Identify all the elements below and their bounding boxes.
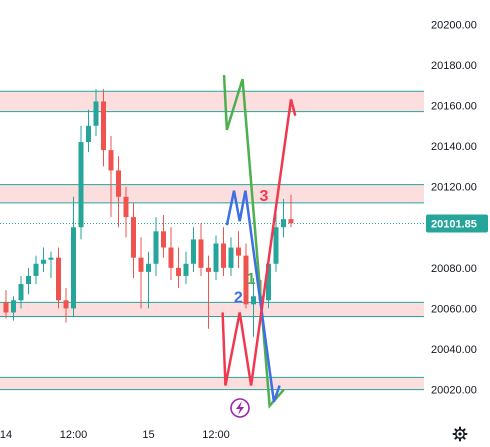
candle-19-body: [138, 257, 144, 272]
zone-1-fill: [0, 91, 424, 112]
candle-6-body: [41, 259, 46, 264]
candle-25-body: [183, 263, 189, 276]
path-label-2: 2: [234, 289, 243, 306]
lightning-icon-bolt: [236, 401, 244, 415]
candle-30-body: [221, 243, 226, 268]
path-label-3: 3: [259, 188, 268, 205]
candle-27-body: [198, 239, 204, 268]
y-tick-label: 20160.00: [431, 101, 477, 113]
x-tick-label: 15: [142, 429, 154, 441]
current-price-tag: 20101.85: [426, 214, 488, 233]
candle-14-body: [101, 101, 106, 151]
candle-24-body: [176, 267, 181, 276]
candle-11-body: [78, 142, 84, 228]
candle-31-body: [228, 247, 234, 268]
candle-18-body: [131, 217, 136, 258]
candle-22-body: [161, 231, 166, 248]
candle-23-body: [168, 247, 174, 268]
y-tick-label: 20120.00: [431, 182, 477, 194]
candle-39-body: [288, 219, 294, 224]
x-axis[interactable]: 14 12:00 15 12:00: [0, 429, 230, 441]
projection-path-3: [221, 99, 297, 386]
x-tick-label: 12:00: [60, 429, 88, 441]
candle-15-body: [108, 150, 114, 171]
candle-38-body: [281, 219, 286, 228]
projection-path-2: [225, 190, 281, 403]
settings-gear-icon[interactable]: [452, 426, 468, 442]
gear-hub: [458, 432, 462, 436]
current-price-label: 20101.85: [431, 218, 477, 230]
candle-37-body: [273, 227, 279, 264]
lightning-icon-ring: [230, 398, 250, 418]
x-tick-label: 12:00: [202, 429, 230, 441]
x-tick-label: 14: [0, 429, 12, 441]
candle-33-body: [243, 255, 249, 305]
lightning-icon[interactable]: [230, 398, 250, 418]
y-tick-label: 20180.00: [431, 60, 477, 72]
candle-5-body: [33, 263, 39, 276]
zone-4-fill: [0, 377, 424, 390]
candle-7-body: [48, 257, 54, 260]
y-tick-label: 20040.00: [431, 344, 477, 356]
candle-34-body: [251, 296, 256, 305]
candle-32-body: [236, 247, 241, 256]
candle-29-body: [213, 243, 219, 272]
projections-layer: [221, 75, 297, 409]
candle-13-body: [93, 101, 99, 126]
candle-36-body: [266, 263, 271, 301]
candle-28-body: [206, 267, 211, 272]
y-tick-label: 20200.00: [431, 19, 477, 31]
zones-layer: [0, 90, 424, 391]
candle-21-body: [153, 231, 159, 264]
candle-17-body: [123, 196, 129, 218]
candle-26-body: [191, 239, 196, 264]
path-labels-layer: 12 3: [234, 188, 269, 306]
candle-2-body: [11, 300, 16, 313]
y-tick-label: 20020.00: [431, 385, 477, 397]
y-tick-label: 20080.00: [431, 263, 477, 275]
y-axis[interactable]: 20200.00 20180.00 20160.00 20140.00 20120.00…: [431, 19, 477, 396]
path-label-1: 1: [247, 271, 256, 288]
y-tick-label: 20060.00: [431, 303, 477, 315]
candle-3-body: [18, 284, 24, 301]
candle-9-body: [63, 300, 69, 309]
candle-8-body: [56, 257, 61, 301]
candle-12-body: [86, 125, 91, 143]
candle-16-body: [116, 170, 121, 197]
candles-layer: [3, 89, 294, 337]
candle-10-body: [71, 227, 76, 309]
candle-20-body: [146, 263, 151, 272]
candle-1-body: [3, 302, 9, 313]
y-tick-label: 20140.00: [431, 141, 477, 153]
zone-3-fill: [0, 302, 424, 317]
zone-2-fill: [0, 184, 424, 203]
current-price-tag-bg: [426, 214, 488, 233]
candle-4-body: [26, 275, 31, 285]
